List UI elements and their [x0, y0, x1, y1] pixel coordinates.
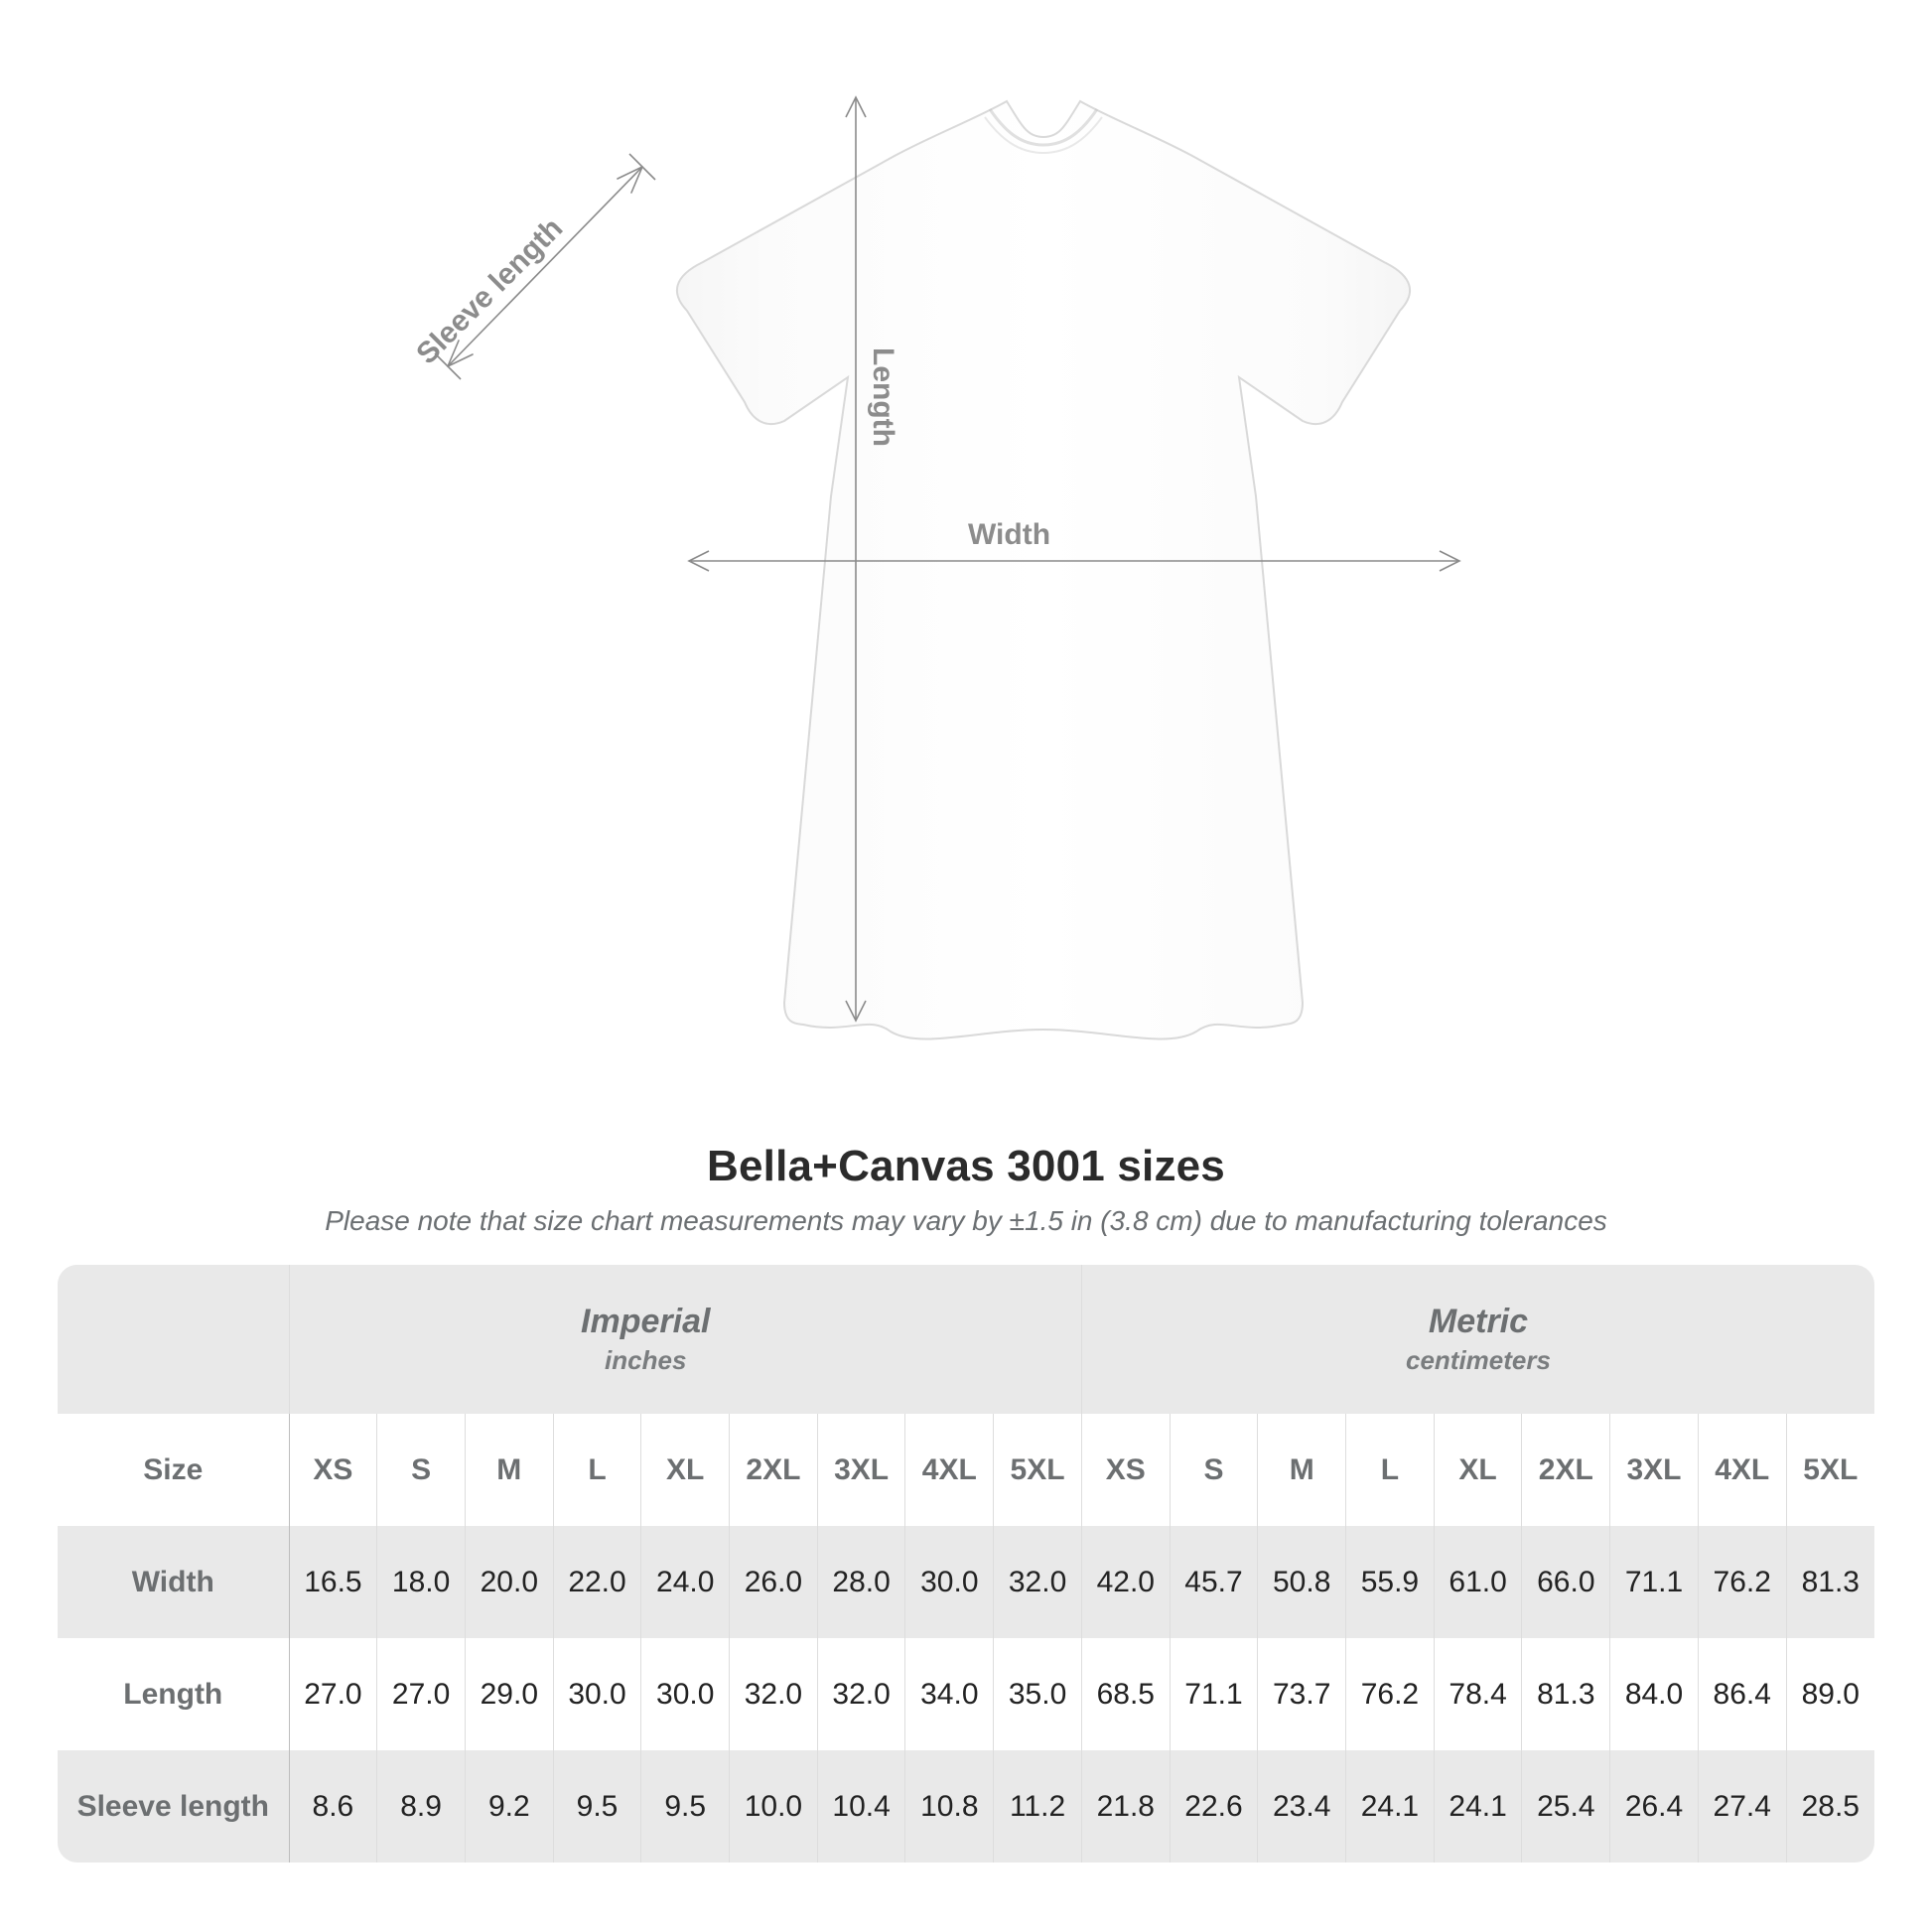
svg-text:Length: Length [867, 347, 899, 447]
svg-text:Sleeve length: Sleeve length [410, 211, 569, 370]
svg-text:Width: Width [968, 518, 1050, 551]
